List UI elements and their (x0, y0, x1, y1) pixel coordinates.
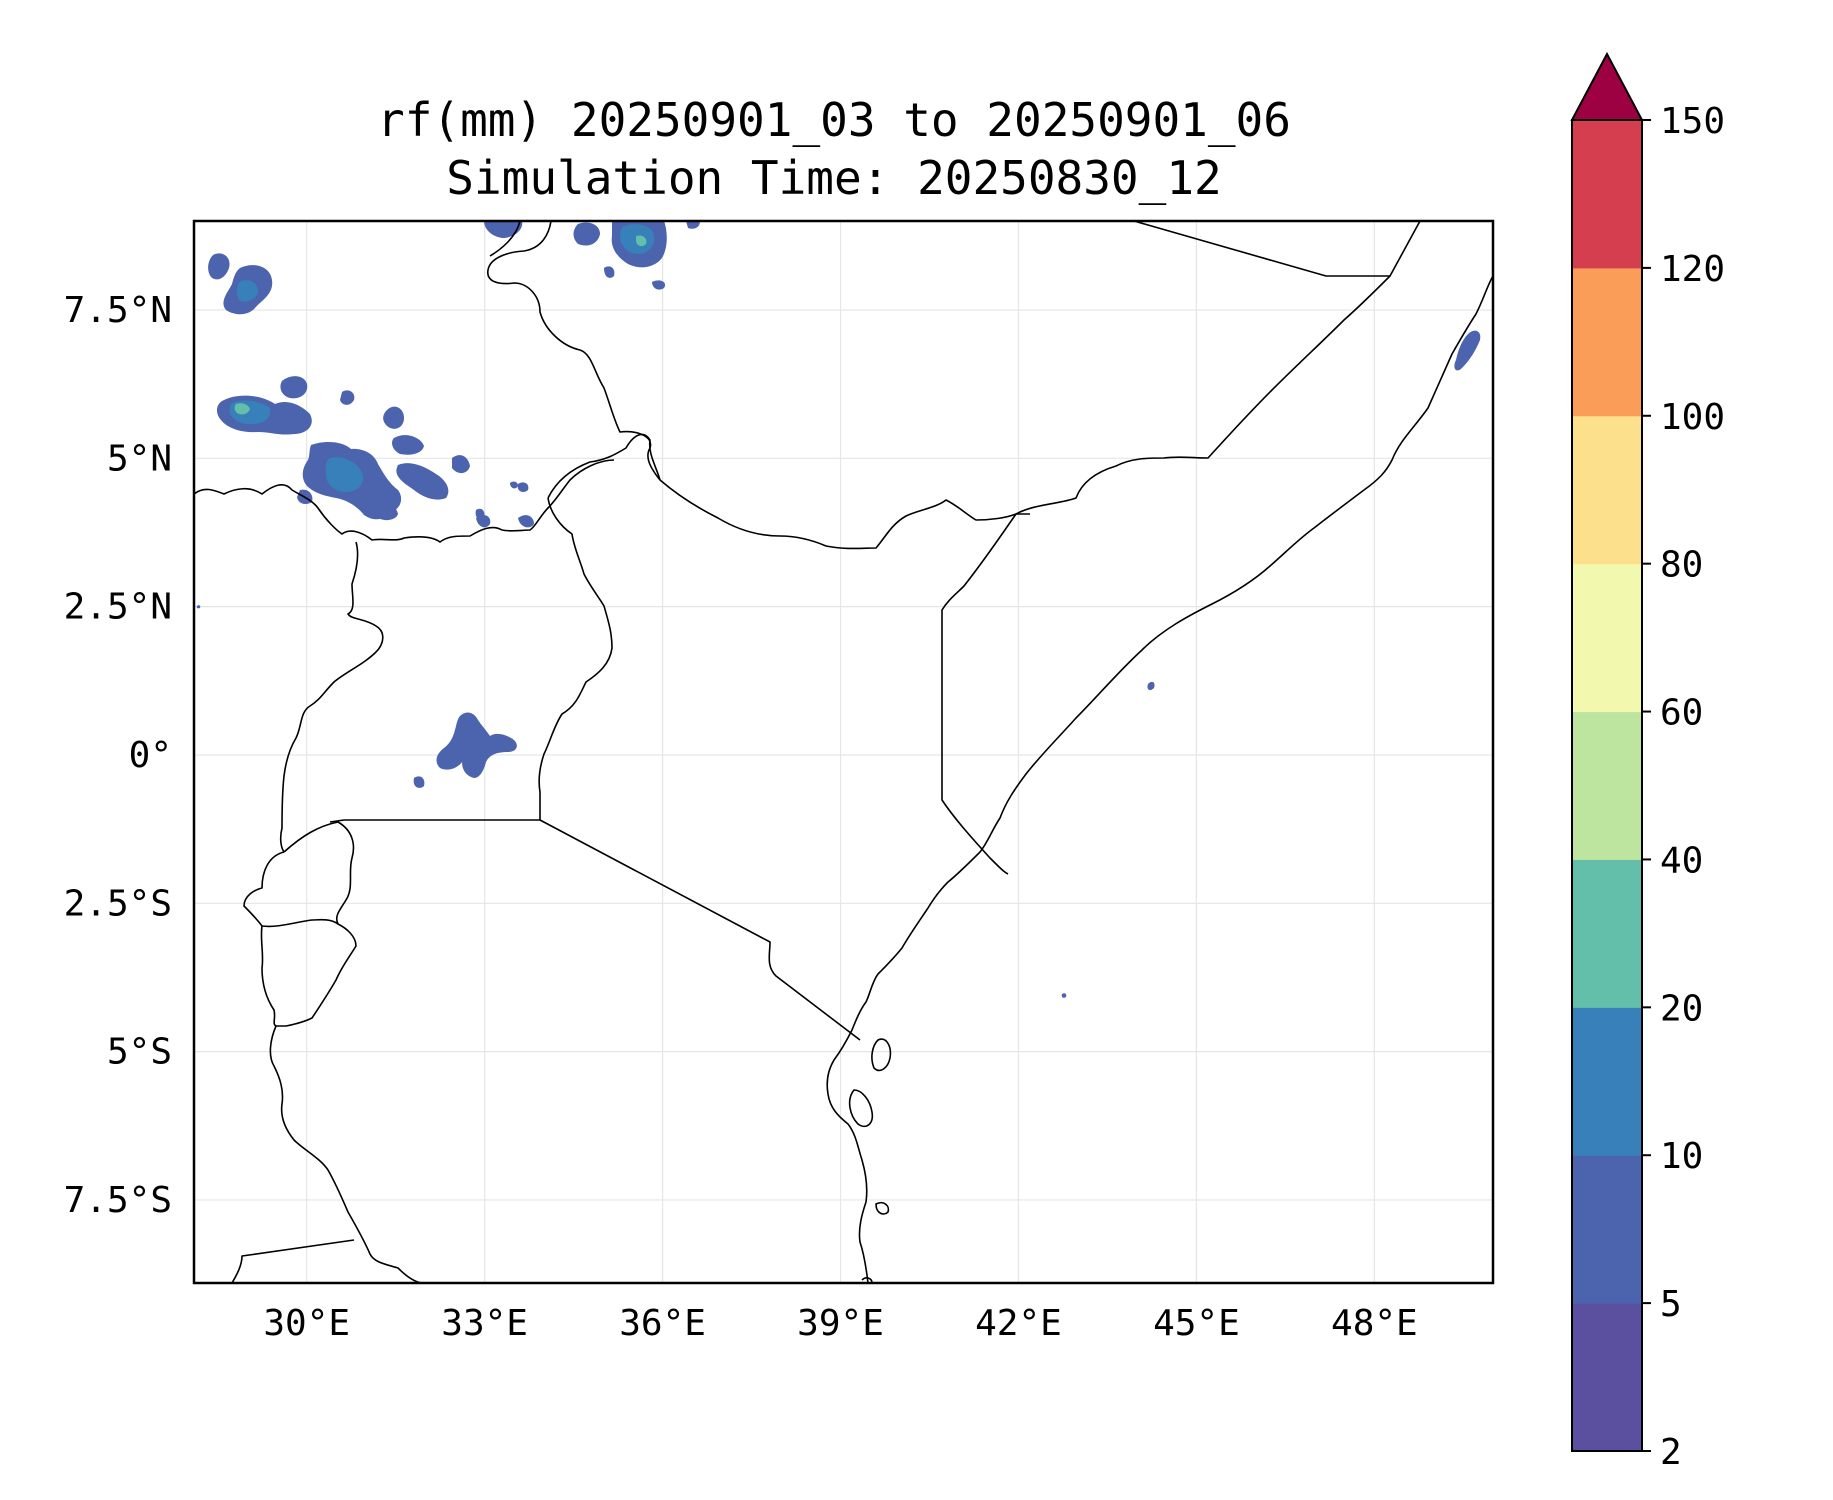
latitude-ticks: 7.5°N 5°N 2.5°N 0° 2.5°S 5°S 7.5°S (64, 290, 172, 1221)
rain-cell (510, 481, 518, 489)
rain-cell (636, 235, 647, 247)
gridlines (194, 221, 1493, 1283)
colorbar-tick-label: 60 (1660, 693, 1703, 734)
colorbar-tick-label: 2 (1660, 1432, 1682, 1473)
colorbar-segment (1572, 1155, 1642, 1304)
colorbar-tick-label: 40 (1660, 840, 1703, 881)
lat-tick-label: 0° (129, 735, 172, 776)
colorbar-tick-label: 120 (1660, 249, 1725, 290)
rain-cell (234, 403, 250, 415)
map-frame (192, 219, 1495, 1285)
lat-tick-label: 2.5°N (64, 587, 172, 628)
rain-cell (573, 222, 600, 246)
lat-tick-label: 2.5°S (64, 883, 172, 924)
colorbar-tick-label: 5 (1660, 1284, 1682, 1325)
title-line-1: rf(mm) 20250901_03 to 20250901_06 (377, 93, 1291, 147)
rain-cell (392, 435, 424, 455)
rain-cell (369, 500, 398, 521)
country-borders (194, 221, 1493, 1283)
colorbar-tick-label: 20 (1660, 988, 1703, 1029)
rain-cell (340, 390, 355, 405)
longitude-ticks: 30°E 33°E 36°E 39°E 42°E 45°E 48°E (263, 1303, 1417, 1344)
rain-cell (396, 463, 449, 500)
colorbar-segment (1572, 1303, 1642, 1452)
rain-cell (518, 515, 534, 528)
rain-cell (484, 221, 523, 238)
lon-tick-label: 48°E (1331, 1303, 1418, 1344)
colorbar-tick-label: 150 (1660, 101, 1725, 142)
lon-tick-label: 39°E (797, 1303, 884, 1344)
map-background (194, 221, 1493, 1283)
rain-cell (1147, 681, 1155, 691)
lat-tick-label: 5°S (107, 1032, 172, 1073)
rain-cell (1454, 330, 1481, 371)
rain-cell (383, 406, 404, 429)
rain-cell (236, 280, 259, 302)
lon-tick-label: 42°E (975, 1303, 1062, 1344)
rain-cell (652, 280, 666, 290)
rain-cell (325, 457, 364, 492)
colorbar-tick-label: 100 (1660, 397, 1725, 438)
title-line-2: Simulation Time: 20250830_12 (446, 151, 1221, 205)
colorbar-segment (1572, 267, 1642, 417)
colorbar-extend-arrow (1570, 51, 1644, 121)
rain-cell (686, 221, 700, 229)
colorbar-segment (1572, 859, 1642, 1008)
colorbar-segment (1572, 1007, 1642, 1156)
lon-tick-label: 33°E (441, 1303, 528, 1344)
lon-tick-label: 45°E (1153, 1303, 1240, 1344)
rain-cell (1061, 993, 1067, 998)
rain-cell (436, 712, 517, 778)
lat-tick-label: 5°N (107, 438, 172, 479)
colorbar-segment (1572, 563, 1642, 713)
rain-cell (208, 253, 230, 280)
colorbar-frame (1571, 119, 1643, 1452)
rain-cell (517, 482, 529, 492)
lon-tick-label: 36°E (619, 1303, 706, 1344)
rain-cell (604, 266, 615, 278)
colorbar: 2 5 10 20 40 60 80 100 120 150 (1570, 51, 1725, 1473)
rain-cell (413, 776, 425, 788)
colorbar-segment (1572, 711, 1642, 860)
rain-cell (196, 605, 201, 609)
colorbar-segment (1572, 120, 1642, 269)
colorbar-tick-label: 80 (1660, 545, 1703, 586)
colorbar-segment (1572, 415, 1642, 565)
colorbar-tick-label: 10 (1660, 1136, 1703, 1177)
lat-tick-label: 7.5°S (64, 1180, 172, 1221)
rain-cell (280, 376, 308, 399)
rain-cell (452, 455, 470, 474)
rain-cell (476, 515, 491, 528)
lat-tick-label: 7.5°N (64, 290, 172, 331)
lon-tick-label: 30°E (263, 1303, 350, 1344)
